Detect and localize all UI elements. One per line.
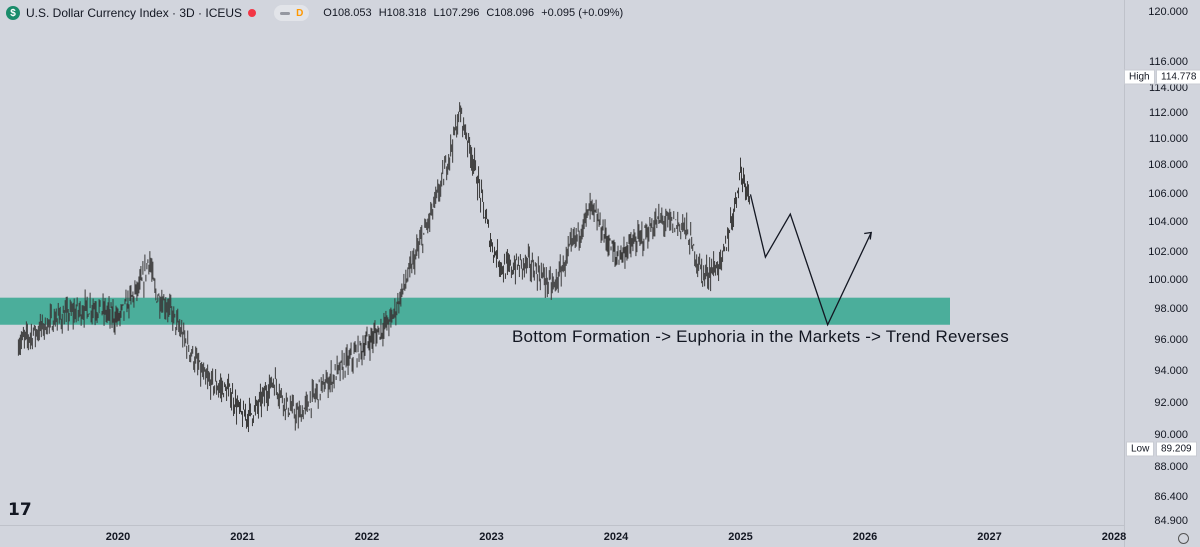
price-tick-label: 102.000 [1148,246,1188,258]
price-tick-label: 104.000 [1148,216,1188,228]
arrow-head-icon [864,231,872,240]
price-tick-label: 88.000 [1154,461,1188,473]
high-value: H108.318 [378,7,427,19]
year-tick-label: 2028 [1101,531,1127,543]
time-axis[interactable]: 2020 2021 2022 2023 2024 2025 2026 2027 2028 [0,525,1127,547]
high-label: High [1129,71,1150,83]
price-tick-label: 92.000 [1154,397,1188,409]
price-tick-label: 106.000 [1148,188,1188,200]
price-chart[interactable] [0,0,1124,525]
change-value: +0.095 (+0.09%) [541,7,624,19]
price-tick-label: 116.000 [1149,56,1188,68]
year-tick-label: 2026 [852,531,878,543]
chart-annotation[interactable]: Bottom Formation -> Euphoria in the Mark… [512,327,1009,346]
high-price: 114.778 [1161,71,1197,83]
high-value-badge: 114.778 [1156,69,1200,85]
low-value-badge: 89.209 [1156,441,1197,457]
interval-badge: D [296,7,304,19]
price-tick-label: 94.000 [1154,365,1188,377]
price-tick-label: 86.400 [1154,491,1188,503]
price-tick-label: 108.000 [1148,159,1188,171]
low-price: 89.209 [1161,443,1192,455]
year-tick-label: 2022 [354,531,380,543]
currency-symbol-icon: $ [6,6,20,20]
price-tick-label: 96.000 [1154,334,1188,346]
support-zone[interactable] [0,297,950,325]
low-label-badge: Low [1126,441,1155,457]
low-label: Low [1131,443,1150,455]
year-tick-label: 2023 [479,531,504,543]
price-tick-label: 112.000 [1149,107,1188,119]
chart-area[interactable] [0,0,1124,525]
open-value: O108.053 [323,7,372,19]
symbol-legend[interactable]: $ U.S. Dollar Currency Index · 3D · ICEU… [6,5,627,21]
indicator-toggle[interactable]: D [274,5,310,21]
price-tick-label: 100.000 [1148,274,1188,286]
high-label-badge: High [1124,69,1155,85]
market-status-icon [248,9,257,17]
year-tick-label: 2020 [105,531,131,543]
price-tick-label: 120.000 [1148,6,1188,18]
close-value: C108.096 [486,7,535,19]
year-tick-label: 2024 [603,531,629,543]
price-tick-label: 98.000 [1154,303,1188,315]
ohlc-values: O108.053 H108.318 L107.296 C108.096 +0.0… [323,7,627,19]
low-value: L107.296 [433,7,480,19]
settings-icon[interactable] [1178,533,1189,544]
year-tick-label: 2027 [977,531,1002,543]
price-tick-label: 90.000 [1154,429,1188,441]
year-tick-label: 2021 [230,531,255,543]
price-tick-label: 84.900 [1154,515,1188,527]
year-tick-label: 2025 [728,531,753,543]
symbol-title[interactable]: U.S. Dollar Currency Index · 3D · ICEUS [26,6,243,20]
price-axis[interactable]: 120.000 116.000 114.000 112.000 110.000 108.0… [1124,0,1200,547]
projection-path[interactable] [749,194,872,327]
tradingview-logo[interactable]: 17 [8,500,32,520]
price-tick-label: 110.000 [1149,133,1188,145]
price-tick-label: 114.000 [1149,82,1188,94]
toggle-bar-icon [280,11,291,15]
